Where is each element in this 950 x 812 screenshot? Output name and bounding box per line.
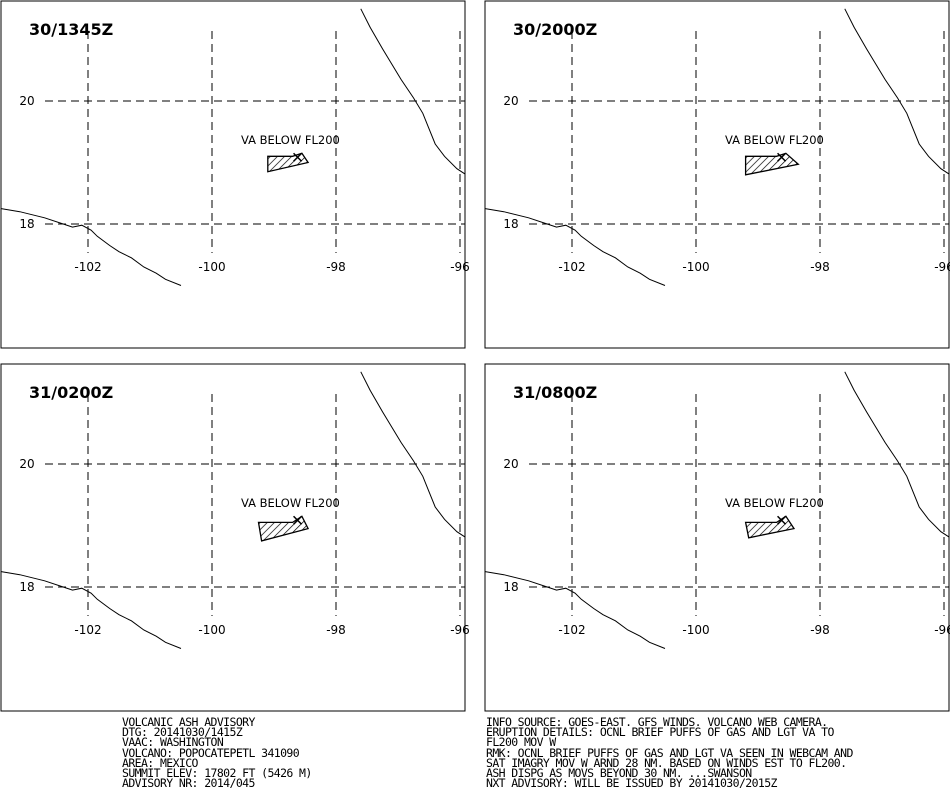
longitude-tick-label: -100 <box>682 623 709 637</box>
longitude-tick-label: -98 <box>810 623 830 637</box>
longitude-tick-label: -98 <box>326 623 346 637</box>
ash-label: VA BELOW FL200 <box>241 496 340 510</box>
longitude-tick-label: -102 <box>74 623 101 637</box>
ash-cloud-polygon <box>744 152 800 176</box>
map-panel: 30/1345Z VA BELOW FL200 -102 -100 -98 -96 20 18 <box>0 0 470 349</box>
panel-title: 30/2000Z <box>513 20 597 39</box>
longitude-tick-label: -96 <box>934 260 950 274</box>
coastline <box>844 8 949 175</box>
coastline <box>360 8 465 175</box>
coastline <box>485 208 666 286</box>
advisory-line: NXT ADVISORY: WILL BE ISSUED BY 20141030… <box>486 776 777 791</box>
panel-frame <box>484 0 950 349</box>
longitude-tick-label: -96 <box>934 623 950 637</box>
advisory-line: SAT IMAGRY MOV W ARND 28 NM. BASED ON WI… <box>486 755 847 770</box>
volcano-marker-icon <box>777 515 787 525</box>
latitude-tick-label: 18 <box>503 217 518 231</box>
longitude-tick-label: -96 <box>450 260 470 274</box>
coastline <box>1 571 182 649</box>
longitude-tick-label: -100 <box>198 623 225 637</box>
panel-frame <box>0 363 466 712</box>
panel-title: 31/0800Z <box>513 383 597 402</box>
coastline <box>844 371 949 538</box>
panel-frame <box>0 0 466 349</box>
ash-label: VA BELOW FL200 <box>241 133 340 147</box>
longitude-tick-label: -96 <box>450 623 470 637</box>
advisory-line: ASH DISPG AS MOVS BEYOND 30 NM. ...SWANS… <box>486 765 752 780</box>
longitude-tick-label: -100 <box>682 260 709 274</box>
advisory-line: ADVISORY NR: 2014/045 <box>122 776 255 791</box>
advisory-line: ERUPTION DETAILS: OCNL BRIEF PUFFS OF GA… <box>486 725 834 740</box>
map-panel: 30/2000Z VA BELOW FL200 -102 -100 -98 -96 20 18 <box>484 0 950 349</box>
map-panel: 31/0800Z VA BELOW FL200 -102 -100 -98 -96 20 18 <box>484 363 950 712</box>
advisory-line: AREA: MEXICO <box>122 755 198 770</box>
latitude-tick-label: 20 <box>19 94 34 108</box>
longitude-tick-label: -98 <box>810 260 830 274</box>
volcano-marker-icon <box>777 152 787 162</box>
advisory-line: INFO SOURCE: GOES-EAST. GFS WINDS. VOLCA… <box>486 715 828 729</box>
advisory-line: SUMMIT ELEV: 17802 FT (5426 M) <box>122 765 312 780</box>
advisory-details-text: INFO SOURCE: GOES-EAST. GFS WINDS. VOLCA… <box>486 715 853 791</box>
ash-label: VA BELOW FL200 <box>725 496 824 510</box>
longitude-tick-label: -100 <box>198 260 225 274</box>
advisory-line: VAAC: WASHINGTON <box>122 735 224 750</box>
map-panel: 31/0200Z VA BELOW FL200 -102 -100 -98 -96 20 18 <box>0 363 470 712</box>
ash-label: VA BELOW FL200 <box>725 133 824 147</box>
advisory-line: VOLCANO: POPOCATEPETL 341090 <box>122 745 300 760</box>
advisory-line: FL200 MOV W <box>486 735 556 750</box>
advisory-line: RMK: OCNL BRIEF PUFFS OF GAS AND LGT VA … <box>486 745 853 760</box>
coastline <box>360 371 465 538</box>
coastline <box>485 571 666 649</box>
latitude-tick-label: 20 <box>503 457 518 471</box>
latitude-tick-label: 20 <box>503 94 518 108</box>
longitude-tick-label: -102 <box>74 260 101 274</box>
advisory-line: VOLCANIC ASH ADVISORY <box>122 715 255 729</box>
advisory-line: DTG: 20141030/1415Z <box>122 725 243 740</box>
longitude-tick-label: -98 <box>326 260 346 274</box>
panel-frame <box>484 363 950 712</box>
volcano-marker-icon <box>293 152 303 162</box>
panel-title: 30/1345Z <box>29 20 113 39</box>
longitude-tick-label: -102 <box>558 260 585 274</box>
latitude-tick-label: 18 <box>503 580 518 594</box>
panel-title: 31/0200Z <box>29 383 113 402</box>
advisory-header-text: VOLCANIC ASH ADVISORY DTG: 20141030/1415Z… <box>122 715 312 791</box>
ash-cloud-polygon <box>744 515 796 539</box>
volcano-marker-icon <box>293 515 303 525</box>
latitude-tick-label: 20 <box>19 457 34 471</box>
longitude-tick-label: -102 <box>558 623 585 637</box>
latitude-tick-label: 18 <box>19 217 34 231</box>
coastline <box>1 208 182 286</box>
latitude-tick-label: 18 <box>19 580 34 594</box>
